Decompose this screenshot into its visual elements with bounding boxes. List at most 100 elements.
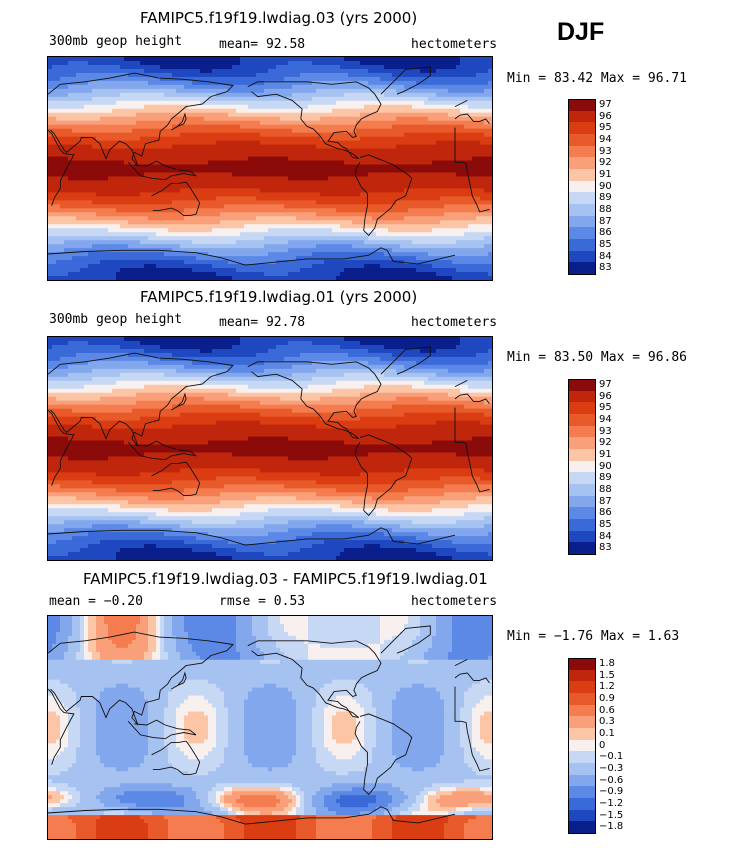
south-america-outline (354, 154, 413, 237)
africa-outline (48, 686, 490, 772)
colorbar-tick-label: −1.8 (599, 821, 624, 833)
colorbar-tick-label: −0.3 (599, 762, 624, 774)
panel-title: FAMIPC5.f19f19.lwdiag.03 - FAMIPC5.f19f1… (83, 570, 488, 588)
variable-label: 300mb geop height (49, 312, 183, 327)
antarctica-outline (48, 527, 456, 546)
colorbar-swatch (568, 693, 596, 705)
colorbar-swatch (568, 716, 596, 728)
colorbar-tick-label: 87 (599, 495, 612, 507)
colorbar-swatch (568, 484, 596, 496)
colorbar-tick-label: −1.2 (599, 797, 624, 809)
colorbar-swatch (568, 227, 596, 239)
colorbar-swatch (568, 809, 596, 822)
colorbar-swatch (568, 542, 596, 555)
colorbar-tick-label: 83 (599, 262, 612, 274)
africa-outline (48, 407, 490, 493)
field-cells (48, 616, 492, 839)
colorbar-swatch (568, 472, 596, 484)
colorbar-swatch (568, 519, 596, 531)
season-label: DJF (557, 18, 605, 46)
australia-outline (151, 181, 201, 217)
colorbar-tick-label: 0.6 (599, 704, 615, 716)
rmse-label: rmse = 0.53 (219, 594, 306, 609)
colorbar: 1.8 1.5 1.2 0.9 0.6 0.3 0.1 0 −0.1 −0.3 −0.6 −0.9 −1… (568, 657, 648, 834)
colorbar-tick-label: 92 (599, 437, 612, 449)
colorbar-tick-label: 0 (599, 739, 606, 751)
colorbar-tick-label: −1.5 (599, 809, 624, 821)
colorbar-swatch (568, 658, 596, 671)
colorbar-swatch (568, 763, 596, 775)
colorbar-tick-label: −0.9 (599, 786, 624, 798)
colorbar-swatch (568, 250, 596, 263)
mean-label: mean= 92.78 (219, 315, 306, 330)
map-plot (47, 56, 493, 281)
field-cells (48, 337, 492, 560)
panel-title: FAMIPC5.f19f19.lwdiag.03 (yrs 2000) (140, 9, 418, 27)
colorbar-swatch (568, 669, 596, 682)
colorbar-swatch (568, 821, 596, 834)
greenland-outline (380, 66, 431, 95)
colorbar-tick-label: 86 (599, 227, 612, 239)
panel-title: FAMIPC5.f19f19.lwdiag.01 (yrs 2000) (140, 288, 418, 306)
antarctica-outline (48, 806, 456, 825)
colorbar-swatch (568, 798, 596, 810)
colorbar-swatch (568, 449, 596, 461)
colorbar-tick-label: 94 (599, 133, 612, 145)
colorbar-tick-label: 95 (599, 122, 612, 134)
units-label: hectometers (411, 315, 498, 330)
australia-outline (151, 461, 201, 497)
colorbar-tick-label: 1.5 (599, 669, 615, 681)
minmax-label: Min = 83.42 Max = 96.71 (507, 71, 688, 86)
colorbar-tick-label: 94 (599, 413, 612, 425)
colorbar-swatch (568, 379, 596, 392)
colorbar-swatch (568, 204, 596, 216)
colorbar-tick-label: 96 (599, 110, 612, 122)
colorbar-swatch (568, 134, 596, 146)
australia-outline (151, 740, 201, 776)
colorbar-tick-label: 1.8 (599, 657, 615, 669)
colorbar-swatch (568, 390, 596, 403)
variable-label: 300mb geop height (49, 34, 183, 49)
colorbar-tick-label: 90 (599, 460, 612, 472)
colorbar-tick-label: 89 (599, 472, 612, 484)
africa-outline (48, 127, 490, 213)
coastlines (48, 346, 490, 546)
colorbar-tick-label: 84 (599, 250, 612, 262)
colorbar-tick-label: 0.9 (599, 692, 615, 704)
colorbar-swatch (568, 751, 596, 763)
units-label: hectometers (411, 37, 498, 52)
field-cells (48, 57, 492, 280)
colorbar-tick-label: 89 (599, 192, 612, 204)
asia-europe-outline (48, 631, 490, 726)
colorbar-swatch (568, 402, 596, 414)
map-svg (48, 337, 492, 560)
colorbar-tick-label: 85 (599, 518, 612, 530)
map-svg (48, 57, 492, 280)
coastlines (48, 625, 490, 825)
indonesia-outline (127, 719, 197, 740)
colorbar-swatch (568, 530, 596, 543)
colorbar-swatch (568, 110, 596, 123)
colorbar-tick-label: 86 (599, 507, 612, 519)
colorbar-swatch (568, 495, 596, 508)
colorbar-tick-label: 97 (599, 378, 612, 390)
japan-outline (171, 671, 187, 690)
minmax-label: Min = 83.50 Max = 96.86 (507, 350, 688, 365)
indonesia-outline (127, 160, 197, 181)
mean-label: mean = −0.20 (49, 594, 143, 609)
map-plot (47, 336, 493, 561)
colorbar-swatch (568, 215, 596, 228)
greenland-outline (380, 346, 431, 375)
north-america-outline (247, 81, 382, 160)
colorbar-tick-label: 91 (599, 448, 612, 460)
colorbar-swatch (568, 239, 596, 251)
colorbar-tick-label: 93 (599, 425, 612, 437)
mean-label: mean= 92.58 (219, 37, 306, 52)
colorbar-swatch (568, 157, 596, 169)
colorbar-tick-label: −0.1 (599, 751, 624, 763)
colorbar-tick-label: 92 (599, 157, 612, 169)
colorbar-swatch (568, 414, 596, 426)
colorbar: 97 96 95 94 93 92 91 90 89 88 87 86 85 84 83 (568, 378, 648, 555)
colorbar: 97 96 95 94 93 92 91 90 89 88 87 86 85 84 83 (568, 99, 648, 275)
map-plot (47, 615, 493, 840)
